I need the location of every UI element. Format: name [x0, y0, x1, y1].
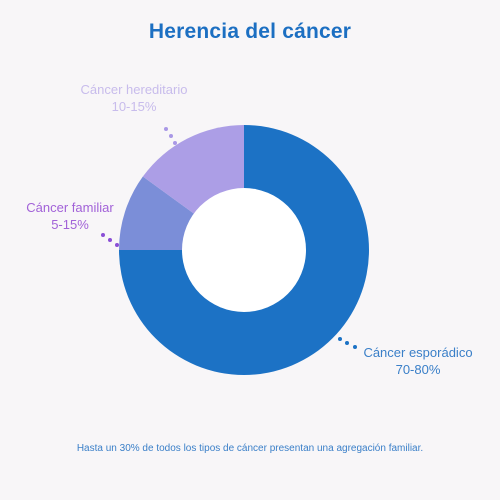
leader-dot	[345, 341, 349, 345]
label-familiar: Cáncer familiar 5-15%	[22, 199, 118, 233]
slice-label-name: Cáncer esporádico	[363, 345, 473, 360]
leader-dots	[101, 127, 357, 349]
leader-dot	[164, 127, 168, 131]
leader-dot	[338, 337, 342, 341]
leader-dot	[101, 233, 105, 237]
slice-label-name: Cáncer hereditario	[80, 82, 188, 97]
label-hereditario: Cáncer hereditario 10-15%	[76, 81, 192, 115]
footnote: Hasta un 30% de todos los tipos de cánce…	[76, 443, 424, 454]
chart-title: Herencia del cáncer	[148, 20, 352, 43]
leader-dot	[115, 243, 119, 247]
leader-dot	[169, 134, 173, 138]
slice-label-range: 5-15%	[51, 217, 89, 232]
leader-dot	[108, 238, 112, 242]
leader-dot	[173, 141, 177, 145]
slice-label-range: 70-80%	[395, 362, 441, 377]
donut-hole	[182, 188, 306, 312]
slice-label-range: 10-15%	[111, 99, 157, 114]
label-esporadico: Cáncer esporádico 70-80%	[358, 344, 478, 378]
slice-label-name: Cáncer familiar	[26, 200, 114, 215]
leader-dot	[353, 345, 357, 349]
